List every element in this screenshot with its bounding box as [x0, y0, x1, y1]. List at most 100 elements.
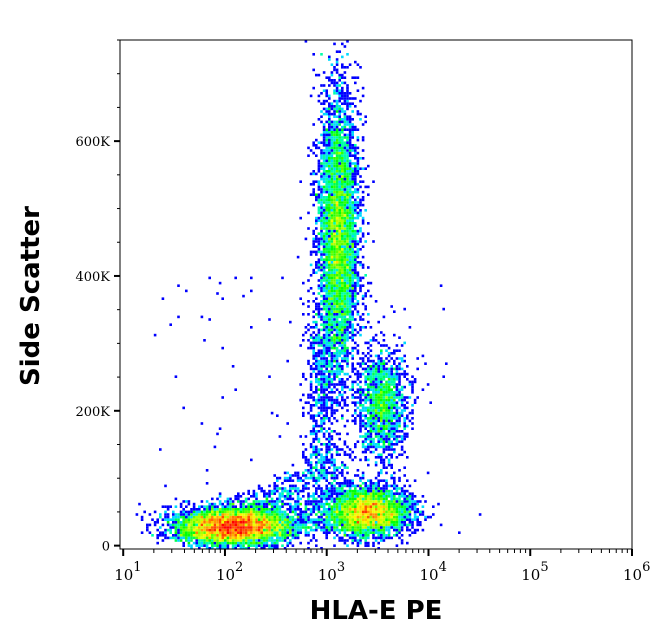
density-bin	[315, 323, 318, 326]
density-bin	[213, 526, 217, 529]
density-bin	[367, 422, 370, 425]
density-bin	[380, 349, 383, 352]
density-bin	[328, 258, 331, 261]
density-bin	[382, 391, 386, 394]
density-bin	[325, 515, 328, 519]
density-bin	[400, 492, 404, 495]
density-bin	[325, 367, 328, 371]
density-bin	[341, 539, 344, 542]
density-bin	[380, 344, 383, 347]
density-bin	[296, 471, 300, 475]
density-bin	[374, 435, 378, 438]
density-bin	[390, 409, 393, 412]
density-bin	[182, 523, 185, 527]
density-bin	[322, 71, 326, 74]
density-bin	[411, 518, 414, 521]
density-bin	[346, 115, 349, 118]
density-bin	[278, 528, 282, 532]
density-bin	[351, 232, 354, 235]
density-bin	[351, 227, 354, 230]
density-bin	[198, 541, 201, 545]
density-bin	[322, 341, 326, 345]
density-bin	[325, 110, 328, 113]
density-bin	[346, 385, 349, 389]
density-bin	[325, 328, 328, 332]
density-bin	[333, 159, 336, 163]
density-bin	[361, 398, 365, 402]
density-bin	[317, 287, 321, 290]
density-bin	[351, 136, 354, 139]
density-bin	[330, 138, 334, 142]
density-bin	[317, 388, 321, 391]
density-bin	[276, 515, 279, 519]
density-bin	[343, 333, 347, 337]
density-bin	[338, 136, 341, 139]
density-bin	[335, 183, 339, 186]
density-bin	[263, 521, 266, 524]
density-bin	[390, 536, 393, 540]
density-bin	[263, 492, 266, 495]
density-bin	[346, 331, 349, 334]
density-bin	[354, 372, 357, 376]
density-bin	[361, 528, 365, 532]
density-bin	[239, 536, 243, 540]
density-bin	[322, 133, 326, 137]
density-bin	[325, 250, 328, 254]
density-bin	[224, 531, 227, 534]
density-bin	[343, 120, 347, 124]
density-bin	[374, 396, 378, 399]
density-bin	[286, 541, 289, 545]
density-bin	[341, 261, 344, 264]
density-bin	[338, 471, 341, 475]
density-bin	[341, 469, 344, 472]
density-bin	[338, 497, 341, 501]
density-bin	[333, 224, 336, 228]
density-bin	[216, 534, 219, 537]
density-bin	[382, 508, 386, 511]
density-bin	[338, 370, 341, 373]
density-bin	[309, 336, 313, 339]
density-bin	[330, 313, 334, 316]
density-bin	[413, 528, 417, 532]
density-bin	[382, 401, 386, 404]
density-bin	[361, 502, 365, 506]
density-bin	[242, 505, 245, 508]
density-bin	[335, 466, 339, 469]
density-bin	[270, 518, 274, 521]
density-bin	[224, 500, 227, 503]
density-bin	[211, 526, 214, 529]
density-bin	[403, 370, 406, 373]
density-bin	[359, 167, 362, 170]
density-bin	[179, 523, 183, 527]
density-bin	[398, 380, 401, 384]
density-bin	[312, 492, 315, 495]
density-bin	[242, 294, 245, 298]
density-bin	[406, 401, 409, 404]
density-bin	[322, 136, 326, 139]
density-bin	[333, 250, 336, 254]
density-bin	[364, 445, 367, 449]
density-bin	[400, 505, 404, 508]
density-bin	[380, 502, 383, 506]
density-bin	[341, 222, 344, 225]
density-bin	[325, 203, 328, 207]
density-bin	[315, 539, 318, 542]
density-bin	[393, 528, 396, 532]
density-bin	[387, 528, 391, 532]
density-bin	[341, 528, 344, 532]
density-bin	[304, 40, 308, 43]
density-bin	[348, 115, 352, 118]
density-bin	[302, 372, 305, 376]
density-bin	[294, 508, 297, 511]
density-bin	[343, 261, 347, 264]
density-bin	[346, 359, 349, 363]
density-bin	[343, 331, 347, 334]
density-bin	[393, 443, 396, 446]
density-bin	[317, 502, 321, 506]
density-bin	[322, 393, 326, 397]
density-bin	[333, 526, 336, 529]
density-bin	[359, 539, 362, 542]
density-bin	[346, 484, 349, 488]
density-bin	[356, 276, 360, 280]
density-bin	[315, 261, 318, 264]
